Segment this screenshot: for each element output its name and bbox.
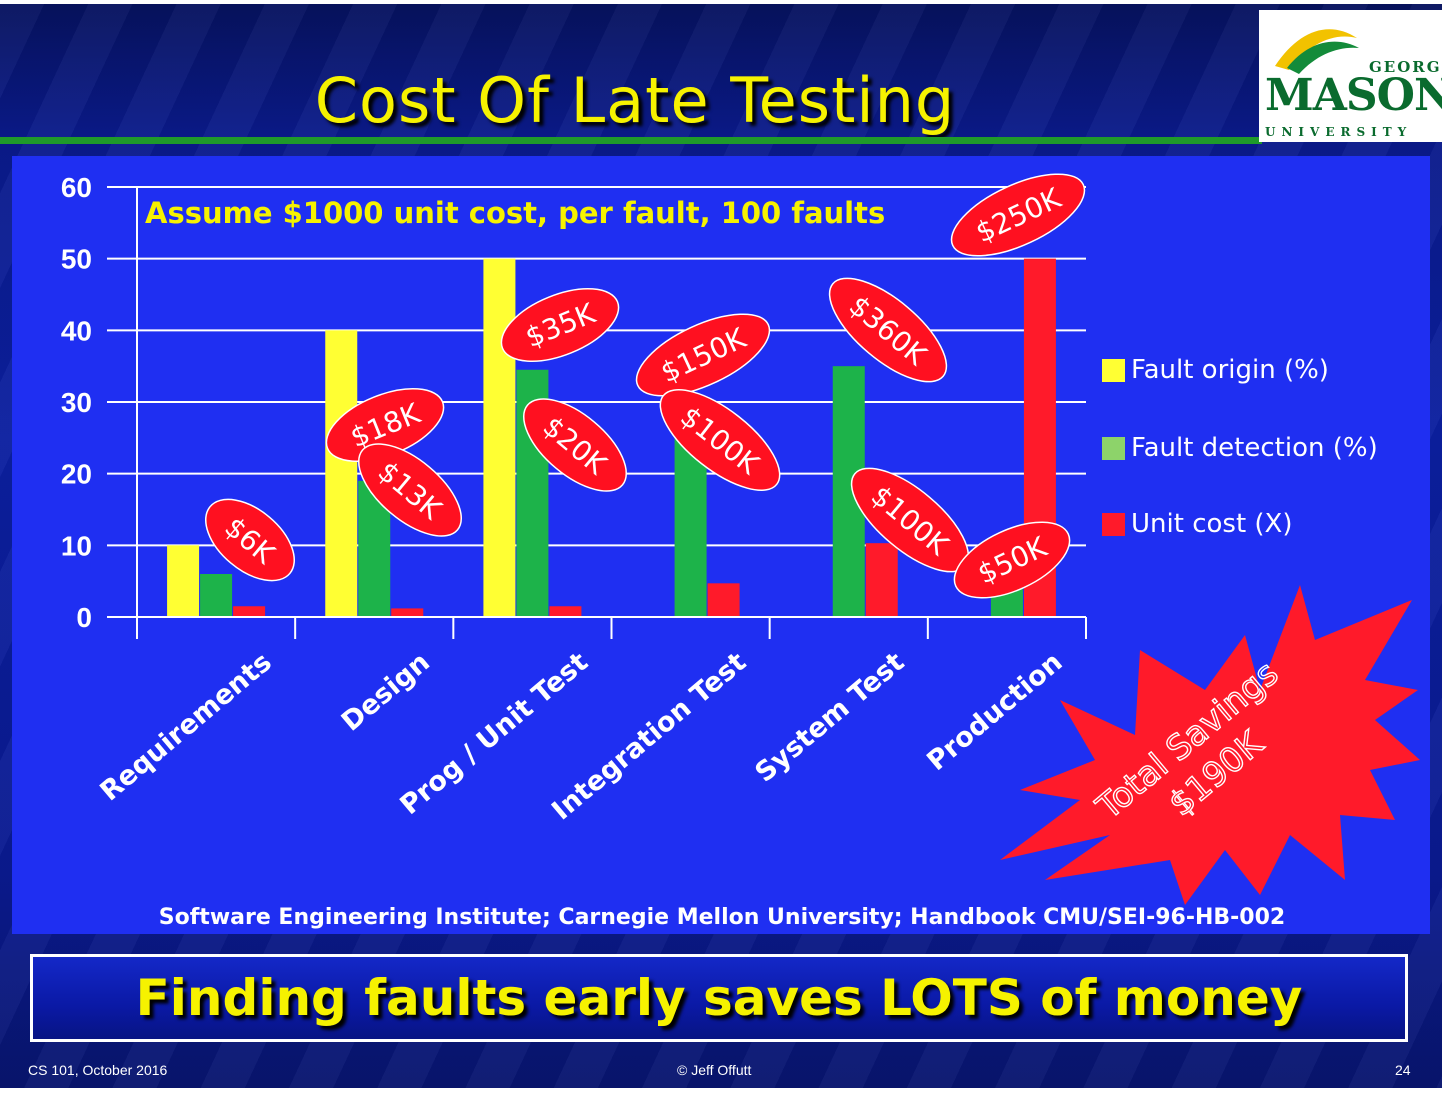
slide-title: Cost Of Late Testing (314, 64, 956, 137)
y-tick-label: 20 (61, 459, 92, 490)
cost-annotation-oval (357, 443, 463, 537)
bar (865, 543, 898, 617)
legend-swatch (1102, 436, 1125, 460)
bar (483, 258, 516, 617)
bar (325, 330, 358, 617)
cost-annotation-oval (953, 521, 1071, 599)
cost-annotation-oval (522, 398, 628, 492)
legend-label: Unit cost (X) (1131, 509, 1293, 539)
bar (167, 545, 200, 617)
cost-annotation: $35K (500, 288, 620, 362)
bar (391, 608, 424, 617)
logo-george: GEORGE (1369, 58, 1442, 76)
legend-label: Fault origin (%) (1131, 355, 1329, 385)
legend-item-unit-cost: Unit cost (X) (1102, 509, 1293, 539)
cost-annotation-oval (204, 498, 296, 582)
logo-mason: MASON (1265, 70, 1442, 121)
logo-university: UNIVERSITY (1265, 125, 1412, 139)
chart-subtitle: Assume $1000 unit cost, per fault, 100 f… (145, 196, 886, 230)
gmu-logo: GEORGE MASON UNIVERSITY (1259, 10, 1442, 142)
source-citation: Software Engineering Institute; Carnegie… (158, 905, 1286, 930)
bar (200, 574, 233, 617)
headline-box: Finding faults early saves LOTS of money (30, 954, 1408, 1042)
starburst-shape (1000, 585, 1420, 905)
bar (233, 606, 266, 617)
headline: Finding faults early saves LOTS of money (135, 969, 1303, 1027)
bar (707, 583, 740, 617)
y-tick-label: 10 (61, 530, 92, 561)
title-underline (0, 137, 1262, 144)
footer-page-number: 24 (1395, 1062, 1411, 1078)
y-tick-label: 60 (61, 172, 92, 203)
cost-annotation: $6K (204, 498, 296, 582)
y-tick-label: 30 (61, 387, 92, 418)
y-tick-label: 50 (61, 244, 92, 275)
y-tick-label: 0 (76, 602, 92, 633)
bar (549, 606, 582, 617)
legend-label: Fault detection (%) (1131, 433, 1378, 463)
cost-annotation-oval (828, 277, 948, 383)
cost-annotation-oval (950, 173, 1086, 257)
legend-swatch (1102, 512, 1125, 536)
gmu-logo-mark: GEORGE MASON UNIVERSITY (1265, 29, 1442, 139)
legend-item-fault-origin: Fault origin (%) (1102, 355, 1329, 385)
cost-annotation-oval (500, 288, 620, 362)
footer-course: CS 101, October 2016 (28, 1062, 168, 1078)
legend-swatch (1102, 358, 1125, 382)
y-tick-label: 40 (61, 315, 92, 346)
cost-annotation-oval (635, 313, 771, 397)
footer-author: © Jeff Offutt (677, 1062, 752, 1078)
legend-item-fault-detection: Fault detection (%) (1102, 433, 1378, 463)
cost-annotation-oval (659, 389, 781, 491)
